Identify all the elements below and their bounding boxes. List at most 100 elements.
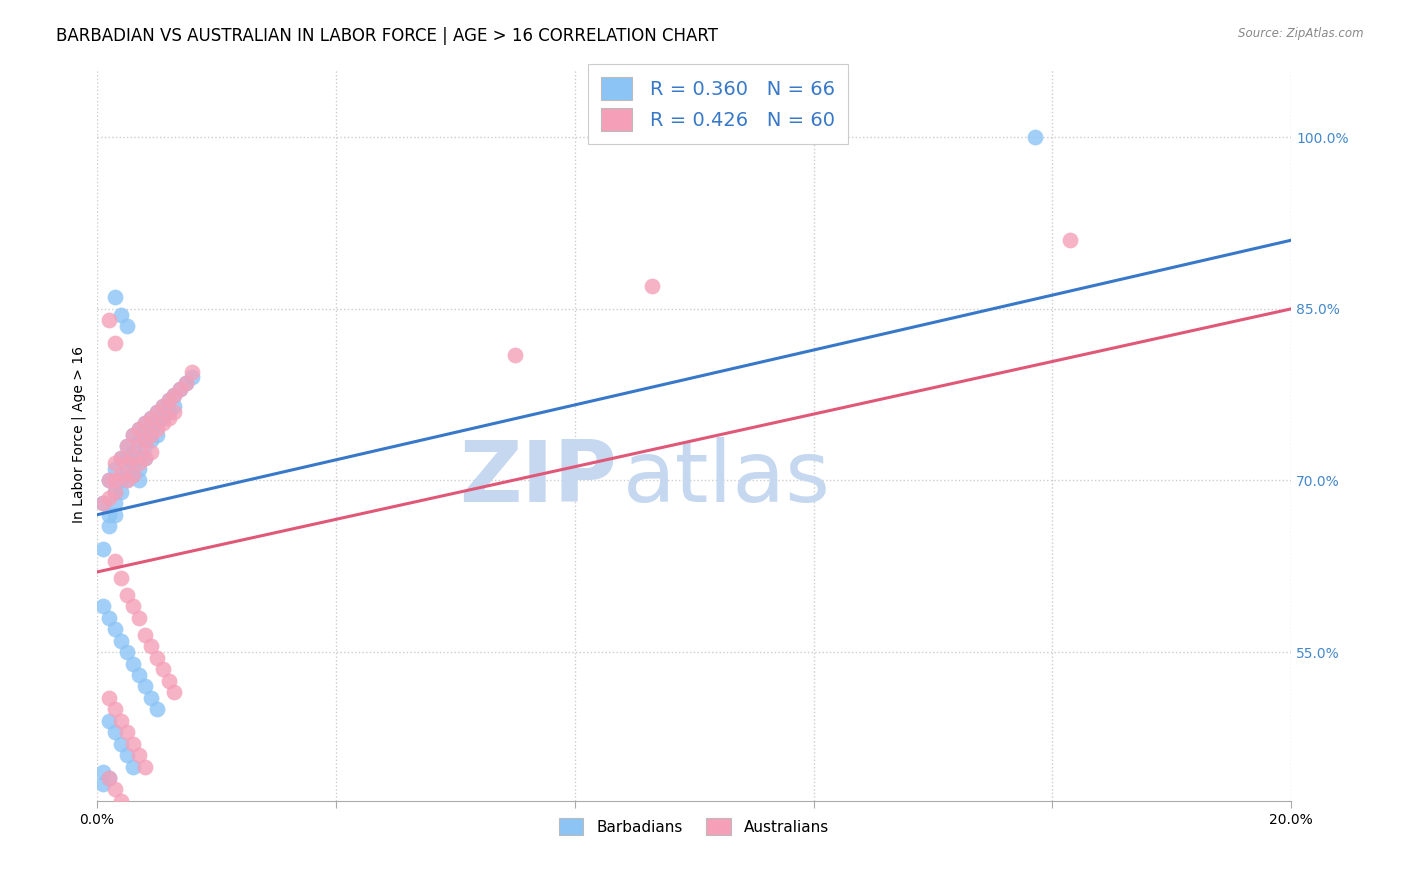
Text: ZIP: ZIP (458, 437, 616, 520)
Point (115, 318, 138, 333)
Point (104, 462, 127, 476)
Point (115, 645, 138, 659)
Point (152, 399, 174, 413)
Point (97, 474, 120, 488)
Point (157, 393, 180, 408)
Point (110, 737, 132, 751)
Point (128, 748, 150, 763)
Point (110, 308, 132, 322)
Point (145, 405, 167, 419)
Point (503, 348, 526, 362)
Point (97, 508, 120, 522)
Point (152, 662, 174, 676)
Point (139, 445, 162, 459)
Point (104, 725, 127, 739)
Point (134, 628, 156, 642)
Point (128, 474, 150, 488)
Point (145, 427, 167, 442)
Point (157, 393, 180, 408)
Text: atlas: atlas (623, 437, 831, 520)
Point (121, 456, 143, 470)
Point (115, 439, 138, 453)
Point (115, 474, 138, 488)
Point (1059, 233, 1081, 247)
Point (104, 336, 127, 351)
Point (104, 484, 127, 499)
Point (115, 748, 138, 763)
Point (139, 690, 162, 705)
Point (121, 467, 143, 482)
Point (169, 382, 191, 396)
Point (176, 376, 198, 391)
Point (163, 685, 186, 699)
Point (110, 794, 132, 808)
Point (121, 427, 143, 442)
Point (134, 427, 156, 442)
Point (128, 422, 150, 436)
Point (128, 422, 150, 436)
Point (134, 759, 156, 773)
Point (110, 450, 132, 465)
Point (152, 417, 174, 431)
Text: BARBADIAN VS AUSTRALIAN IN LABOR FORCE | AGE > 16 CORRELATION CHART: BARBADIAN VS AUSTRALIAN IN LABOR FORCE |… (56, 27, 718, 45)
Point (110, 571, 132, 585)
Point (121, 599, 143, 614)
Point (121, 657, 143, 671)
Point (115, 462, 138, 476)
Point (152, 399, 174, 413)
Point (181, 365, 204, 379)
Point (128, 668, 150, 682)
Point (104, 474, 127, 488)
Point (121, 427, 143, 442)
Point (91, 765, 114, 780)
Point (1024, 130, 1046, 145)
Point (115, 588, 138, 602)
Point (110, 474, 132, 488)
Point (115, 450, 138, 465)
Point (97, 771, 120, 785)
Point (121, 759, 143, 773)
Point (169, 382, 191, 396)
Point (115, 456, 138, 470)
Point (97, 474, 120, 488)
Point (91, 496, 114, 510)
Point (97, 491, 120, 505)
Point (157, 410, 180, 425)
Point (139, 434, 162, 448)
Point (128, 434, 150, 448)
Point (104, 508, 127, 522)
Point (163, 387, 186, 401)
Point (110, 450, 132, 465)
Point (139, 422, 162, 436)
Point (115, 725, 138, 739)
Point (97, 313, 120, 327)
Point (91, 599, 114, 614)
Point (157, 405, 180, 419)
Point (145, 422, 167, 436)
Point (641, 279, 664, 293)
Point (110, 484, 132, 499)
Point (97, 714, 120, 728)
Point (134, 434, 156, 448)
Point (134, 450, 156, 465)
Point (134, 417, 156, 431)
Point (110, 467, 132, 482)
Point (145, 417, 167, 431)
Point (157, 673, 180, 688)
Point (128, 450, 150, 465)
Point (134, 417, 156, 431)
Point (97, 611, 120, 625)
Point (139, 427, 162, 442)
Point (110, 633, 132, 648)
Point (104, 782, 127, 797)
Point (97, 690, 120, 705)
Point (163, 405, 186, 419)
Point (134, 680, 156, 694)
Point (139, 410, 162, 425)
Point (134, 439, 156, 453)
Point (145, 405, 167, 419)
Point (128, 611, 150, 625)
Point (104, 456, 127, 470)
Point (91, 542, 114, 557)
Point (139, 410, 162, 425)
